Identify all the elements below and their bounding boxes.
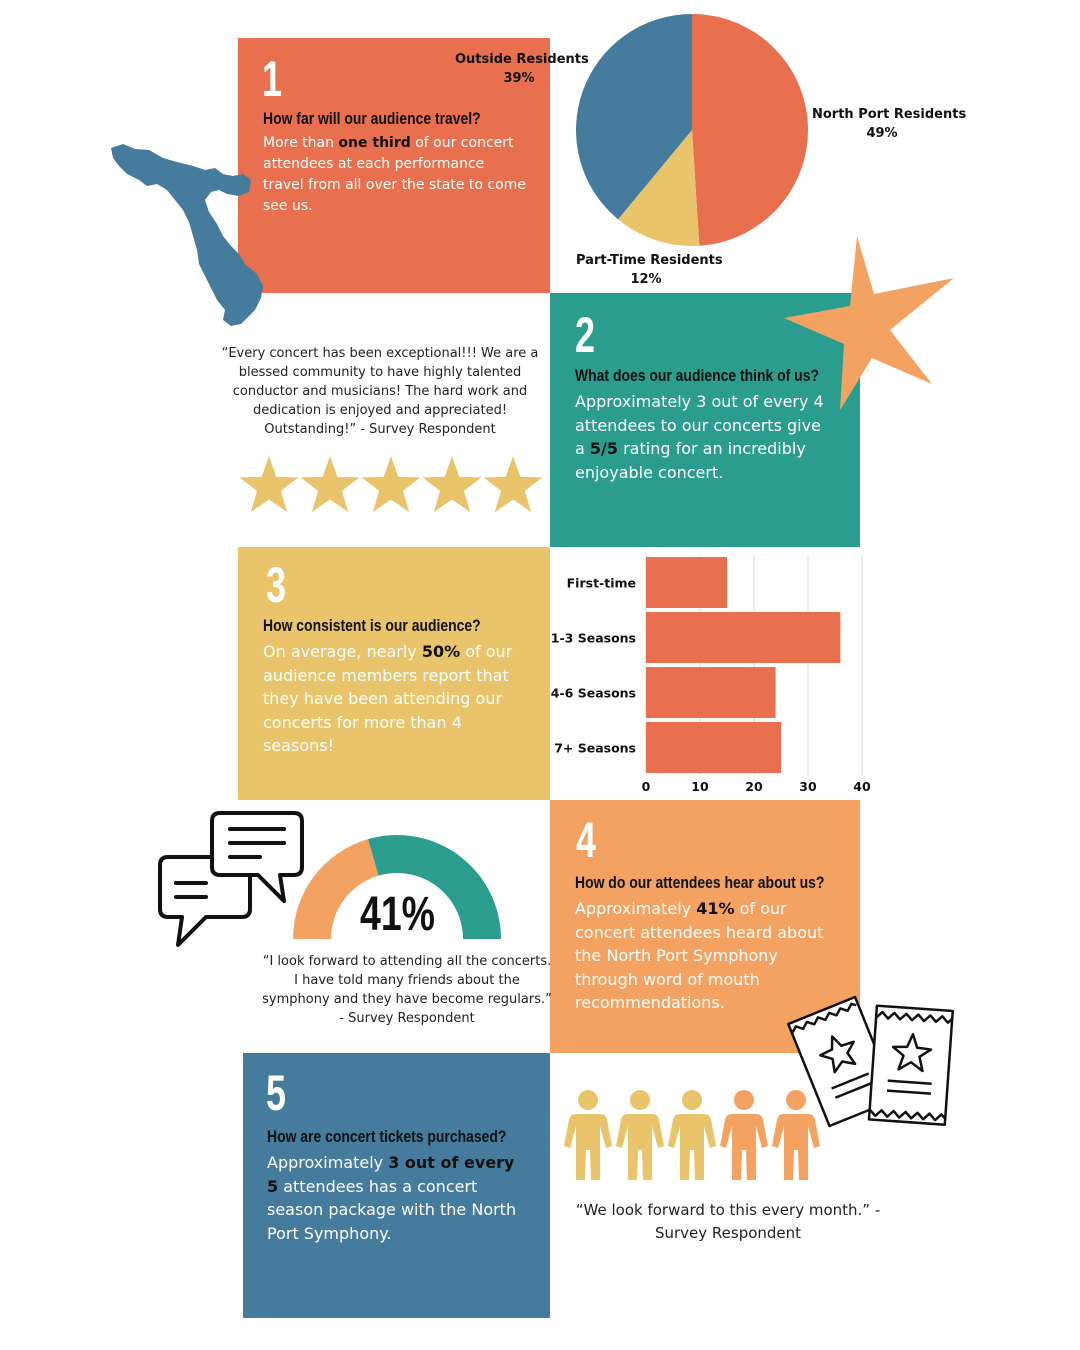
section-4-body: Approximately 41% of our concert attende…: [575, 899, 824, 1012]
rating-star-icon: [239, 456, 299, 513]
quote-1: “Every concert has been exceptional!!! W…: [221, 346, 539, 437]
rating-star-icon: [361, 456, 421, 513]
section-1-question: How far will our audience travel?: [263, 109, 481, 128]
section-1-panel: [238, 38, 550, 293]
pie-label-part-time-name: Part-Time Residents: [576, 253, 723, 268]
pie-label-north-port-name: North Port Residents: [812, 107, 967, 122]
residency-pie-chart: [576, 14, 809, 246]
category-label: 1-3 Seasons: [551, 631, 636, 646]
pie-slice-part-time-residents: [618, 130, 700, 246]
section-3-question: How consistent is our audience?: [263, 616, 481, 635]
bar: [646, 612, 841, 663]
section-2-panel: [550, 293, 860, 547]
section-2-number: 2: [575, 307, 596, 363]
star-icon: [784, 236, 954, 410]
pie-label-part-time-value: 12%: [630, 272, 662, 287]
quote-3: “We look forward to this every month.” -…: [575, 1201, 881, 1242]
bar: [646, 722, 781, 773]
rating-stars: [239, 456, 543, 513]
section-3-panel: [238, 547, 550, 800]
quote-2: “I look forward to attending all the con…: [262, 954, 552, 1026]
section-5-number: 5: [266, 1065, 287, 1121]
rating-star-icon: [483, 456, 543, 513]
section-4-question: How do our attendees hear about us?: [575, 873, 825, 892]
seasons-bar-chart: First-time 1-3 Seasons 4-6 Seasons 7+ Seaso…: [551, 555, 871, 794]
pie-slice-outside-residents: [576, 14, 692, 220]
person-icon: [720, 1090, 768, 1180]
section-3-body: On average, nearly 50% of our audience m…: [263, 642, 513, 755]
gauge-rest-arc: [367, 835, 501, 939]
x-tick-label: 20: [745, 779, 763, 794]
person-icon: [616, 1090, 664, 1180]
tickets-icon: [787, 995, 954, 1128]
section-2-question: What does our audience think of us?: [575, 366, 819, 385]
section-4-panel: [550, 800, 860, 1053]
florida-map-icon: [111, 144, 263, 326]
person-icon: [668, 1090, 716, 1180]
section-2-body: Approximately 3 out of every 4 attendees…: [575, 392, 824, 482]
section-3-number: 3: [266, 557, 287, 613]
rating-star-icon: [422, 456, 482, 513]
rating-star-icon: [300, 456, 360, 513]
x-tick-label: 30: [799, 779, 817, 794]
pie-label-north-port: North Port Residents 49%: [812, 105, 967, 143]
section-5-question: How are concert tickets purchased?: [267, 1127, 507, 1146]
chat-bubbles-icon: [158, 811, 304, 947]
pie-label-part-time: Part-Time Residents 12%: [576, 251, 723, 289]
pie-slice-north-port-residents: [692, 14, 809, 246]
section-1-body: More than one third of our concert atten…: [263, 135, 526, 214]
people-icons: [564, 1090, 820, 1180]
pie-label-north-port-value: 49%: [866, 126, 898, 141]
gauge-value: 41%: [360, 888, 435, 941]
section-4-number: 4: [576, 812, 597, 868]
section-1-number: 1: [262, 51, 283, 107]
x-tick-label: 10: [691, 779, 709, 794]
pie-label-outside-value: 39%: [503, 71, 535, 86]
category-label: 4-6 Seasons: [551, 686, 636, 701]
gauge-value-arc: [293, 839, 379, 939]
word-of-mouth-gauge: [293, 835, 501, 939]
person-icon: [564, 1090, 612, 1180]
section-5-panel: [243, 1053, 550, 1318]
section-5-body: Approximately 3 out of every 5 attendees…: [267, 1153, 517, 1243]
x-tick-label: 0: [642, 779, 651, 794]
bar: [646, 557, 727, 608]
x-tick-label: 40: [853, 779, 871, 794]
pie-label-outside-name: Outside Residents: [455, 52, 589, 67]
category-label: First-time: [567, 576, 636, 591]
bar: [646, 667, 776, 718]
category-label: 7+ Seasons: [554, 741, 636, 756]
pie-label-outside: Outside Residents 39%: [455, 50, 589, 88]
person-icon: [772, 1090, 820, 1180]
